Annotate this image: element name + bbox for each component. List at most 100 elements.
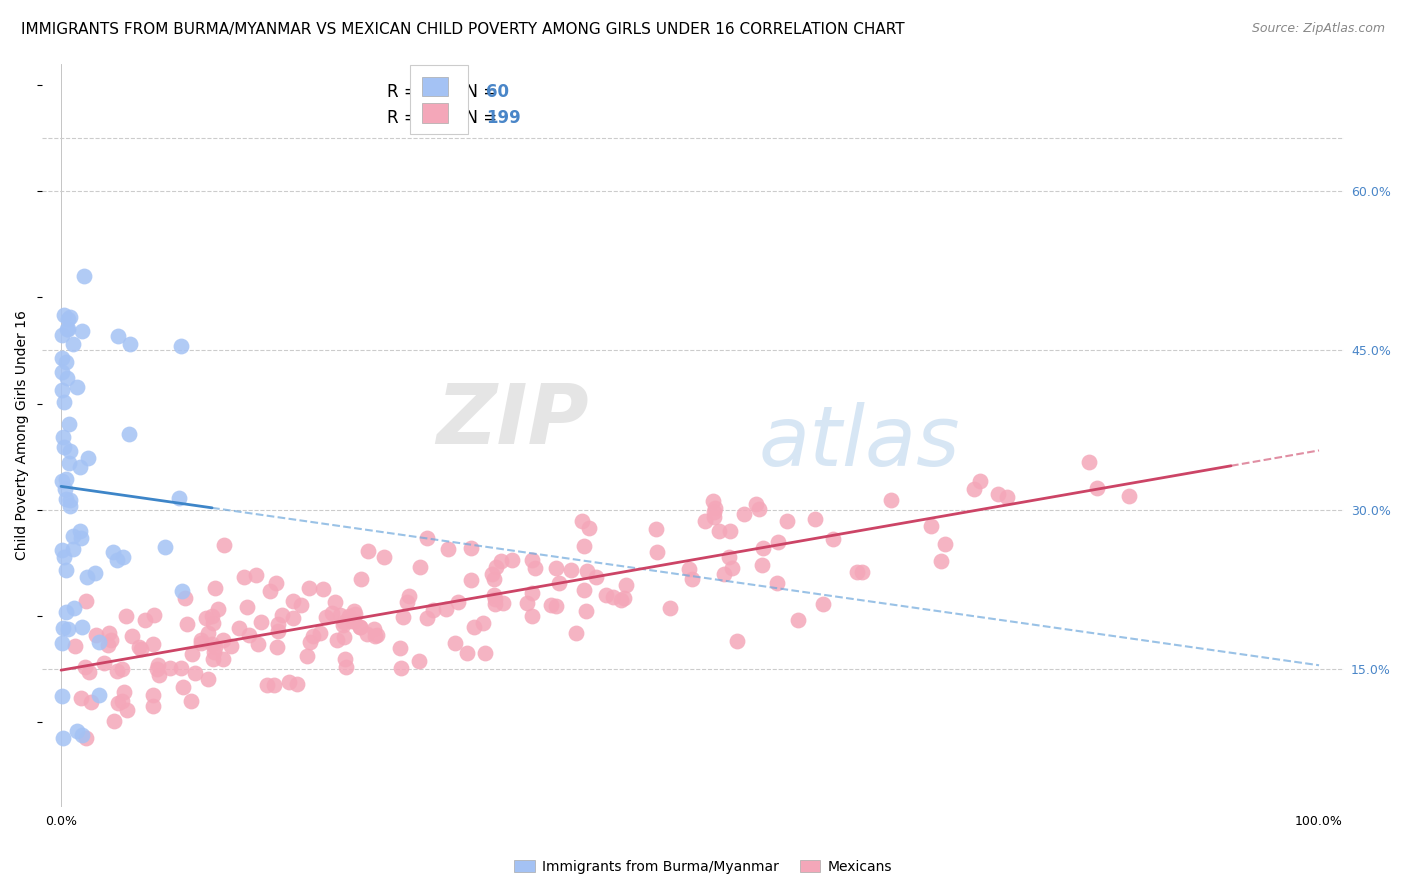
- Point: [707, 524, 730, 538]
- Point: [212, 538, 235, 552]
- Point: [170, 660, 193, 674]
- Point: [259, 584, 281, 599]
- Point: [63, 639, 86, 653]
- Point: [118, 337, 141, 351]
- Point: [197, 672, 219, 686]
- Point: [277, 675, 299, 690]
- Point: [52, 430, 75, 444]
- Point: [52, 440, 75, 454]
- Point: [173, 591, 195, 606]
- Point: [474, 646, 496, 660]
- Point: [520, 553, 543, 567]
- Point: [77, 665, 100, 679]
- Point: [75, 594, 97, 608]
- Point: [811, 597, 834, 611]
- Point: [602, 590, 624, 604]
- Point: [51, 351, 73, 366]
- Point: [167, 491, 190, 505]
- Point: [335, 660, 357, 674]
- Point: [768, 535, 790, 549]
- Point: [285, 677, 308, 691]
- Point: [70, 619, 93, 633]
- Point: [299, 635, 322, 649]
- Point: [69, 524, 91, 539]
- Point: [713, 566, 735, 581]
- Point: [159, 661, 181, 675]
- Point: [190, 636, 212, 650]
- Point: [281, 611, 304, 625]
- Point: [245, 568, 267, 582]
- Point: [659, 601, 682, 615]
- Point: [52, 549, 75, 564]
- Point: [195, 611, 218, 625]
- Point: [389, 661, 412, 675]
- Point: [748, 502, 770, 516]
- Point: [485, 559, 508, 574]
- Point: [363, 622, 385, 636]
- Point: [1118, 488, 1140, 502]
- Point: [51, 543, 73, 558]
- Point: [301, 629, 323, 643]
- Point: [114, 609, 136, 624]
- Point: [460, 541, 482, 556]
- Point: [111, 694, 134, 708]
- Point: [516, 596, 538, 610]
- Point: [73, 269, 96, 284]
- Point: [142, 699, 165, 714]
- Point: [969, 474, 991, 488]
- Point: [115, 703, 138, 717]
- Point: [333, 615, 356, 629]
- Point: [271, 607, 294, 622]
- Point: [75, 659, 97, 673]
- Point: [396, 595, 419, 609]
- Point: [202, 652, 225, 666]
- Point: [80, 695, 103, 709]
- Point: [246, 637, 269, 651]
- Point: [373, 549, 395, 564]
- Point: [595, 588, 617, 602]
- Point: [297, 581, 319, 595]
- Point: [201, 609, 224, 624]
- Point: [69, 690, 91, 705]
- Text: N =: N =: [456, 83, 502, 102]
- Point: [201, 615, 224, 630]
- Point: [645, 545, 668, 559]
- Point: [58, 417, 80, 431]
- Point: [53, 308, 76, 322]
- Point: [87, 689, 110, 703]
- Point: [721, 561, 744, 575]
- Point: [309, 626, 332, 640]
- Point: [204, 581, 226, 595]
- Point: [146, 657, 169, 672]
- Text: Source: ZipAtlas.com: Source: ZipAtlas.com: [1251, 22, 1385, 36]
- Text: IMMIGRANTS FROM BURMA/MYANMAR VS MEXICAN CHILD POVERTY AMONG GIRLS UNDER 16 CORR: IMMIGRANTS FROM BURMA/MYANMAR VS MEXICAN…: [21, 22, 904, 37]
- Point: [55, 605, 77, 619]
- Point: [681, 572, 703, 586]
- Point: [59, 444, 82, 458]
- Point: [576, 564, 599, 578]
- Point: [752, 541, 775, 555]
- Point: [295, 649, 318, 664]
- Point: [326, 632, 349, 647]
- Point: [69, 460, 91, 475]
- Point: [238, 628, 260, 642]
- Point: [219, 639, 242, 653]
- Point: [349, 620, 371, 634]
- Point: [266, 640, 288, 654]
- Text: R =: R =: [387, 109, 423, 128]
- Point: [148, 668, 170, 682]
- Point: [56, 622, 79, 636]
- Point: [645, 522, 668, 536]
- Point: [350, 572, 373, 586]
- Point: [62, 336, 84, 351]
- Point: [409, 560, 432, 574]
- Point: [267, 624, 290, 639]
- Point: [447, 595, 470, 609]
- Point: [492, 595, 515, 609]
- Point: [55, 492, 77, 507]
- Point: [51, 474, 73, 488]
- Point: [572, 539, 595, 553]
- Point: [107, 328, 129, 343]
- Point: [444, 636, 467, 650]
- Point: [180, 647, 202, 661]
